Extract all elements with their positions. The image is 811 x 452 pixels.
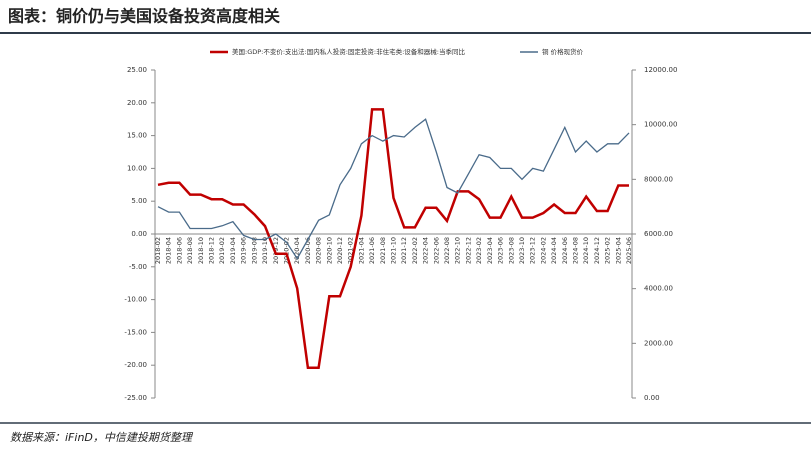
x-tick-label: 2020-06 <box>304 237 312 264</box>
y-tick-label: 15.00 <box>127 132 147 140</box>
y2-tick-label: 12000.00 <box>644 66 677 74</box>
x-tick-label: 2025-04 <box>614 237 622 264</box>
x-tick-label: 2021-12 <box>400 237 408 264</box>
data-line <box>157 108 629 370</box>
x-tick-label: 2021-04 <box>357 237 365 264</box>
x-tick-label: 2019-04 <box>229 237 237 264</box>
x-tick-label: 2023-02 <box>475 237 483 264</box>
y2-tick-label: 0.00 <box>644 394 660 402</box>
source-note: 数据来源：iFinD，中信建投期货整理 <box>10 431 194 444</box>
y2-tick-label: 6000.00 <box>644 230 673 238</box>
x-tick-label: 2020-04 <box>293 237 301 264</box>
x-tick-label: 2024-06 <box>561 237 569 264</box>
x-tick-label: 2023-08 <box>507 237 515 264</box>
x-tick-label: 2024-08 <box>571 237 579 264</box>
x-tick-label: 2025-02 <box>604 237 612 264</box>
y-tick-label: -15.00 <box>124 328 147 336</box>
y2-tick-label: 8000.00 <box>644 175 673 183</box>
x-tick-label: 2022-10 <box>454 237 462 264</box>
x-tick-label: 2025-06 <box>625 237 633 264</box>
chart-title: 图表：铜价仍与美国设备投资高度相关 <box>8 7 280 26</box>
x-tick-label: 2020-10 <box>325 237 333 264</box>
x-tick-label: 2019-06 <box>240 237 248 264</box>
x-tick-label: 2022-04 <box>422 237 430 264</box>
x-tick-label: 2021-02 <box>347 237 355 264</box>
x-tick-label: 2022-12 <box>464 237 472 264</box>
x-tick-label: 2019-10 <box>261 237 269 264</box>
x-tick-label: 2024-04 <box>550 237 558 264</box>
x-tick-label: 2024-02 <box>539 237 547 264</box>
x-tick-label: 2021-10 <box>390 237 398 264</box>
x-tick-label: 2022-02 <box>411 237 419 264</box>
x-tick-label: 2021-08 <box>379 237 387 264</box>
x-tick-label: 2019-08 <box>250 237 258 264</box>
x-tick-label: 2018-08 <box>186 237 194 264</box>
x-tick-label: 2021-06 <box>368 237 376 264</box>
y2-tick-label: 2000.00 <box>644 339 673 347</box>
x-tick-label: 2018-06 <box>175 237 183 264</box>
x-tick-label: 2022-06 <box>432 237 440 264</box>
x-tick-label: 2024-12 <box>593 237 601 264</box>
y-tick-label: -10.00 <box>124 296 147 304</box>
y-tick-label: -5.00 <box>129 263 147 271</box>
y2-tick-label: 10000.00 <box>644 121 677 129</box>
x-tick-label: 2023-06 <box>497 237 505 264</box>
y-tick-label: -25.00 <box>124 394 147 402</box>
x-tick-label: 2024-10 <box>582 237 590 264</box>
x-tick-label: 2018-10 <box>197 237 205 264</box>
x-tick-label: 2018-02 <box>154 237 162 264</box>
y2-tick-label: 4000.00 <box>644 285 673 293</box>
y-tick-label: 25.00 <box>127 66 147 74</box>
y-tick-label: 5.00 <box>131 197 147 205</box>
x-tick-label: 2019-02 <box>218 237 226 264</box>
x-tick-label: 2018-04 <box>165 237 173 264</box>
y-tick-label: 10.00 <box>127 164 147 172</box>
x-tick-label: 2020-08 <box>315 237 323 264</box>
x-tick-label: 2023-12 <box>529 237 537 264</box>
x-tick-label: 2022-08 <box>443 237 451 264</box>
x-tick-label: 2023-04 <box>486 237 494 264</box>
x-tick-label: 2020-02 <box>282 237 290 264</box>
x-tick-label: 2020-12 <box>336 237 344 264</box>
x-tick-label: 2018-12 <box>208 237 216 264</box>
y-tick-label: 20.00 <box>127 99 147 107</box>
legend-label: 铜 价格现货价 <box>542 47 584 56</box>
data-line <box>157 118 630 260</box>
y-tick-label: 0.00 <box>131 230 147 238</box>
y-tick-label: -20.00 <box>124 361 147 369</box>
x-tick-label: 2023-10 <box>518 237 526 264</box>
legend-label: 美国:GDP:不变价:支出法:国内私人投资:固定投资:非住宅类:设备和器械:当季… <box>232 47 465 56</box>
